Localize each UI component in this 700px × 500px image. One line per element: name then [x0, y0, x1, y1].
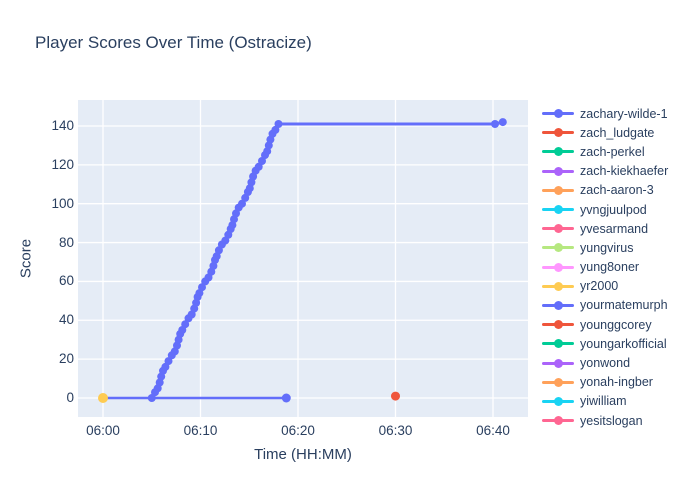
series-zachary-wilde-1 [147, 118, 507, 402]
legend-swatch-icon [542, 243, 574, 253]
y-tick-label: 140 [51, 117, 74, 133]
legend-label: younggcorey [580, 317, 652, 332]
legend-item-zach_ludgate[interactable]: zach_ludgate [542, 123, 700, 142]
chart-title: Player Scores Over Time (Ostracize) [35, 33, 312, 52]
legend-swatch-icon [542, 205, 574, 215]
legend-label: yonwond [580, 356, 631, 371]
legend-label: yesitslogan [580, 413, 643, 428]
series-yr2000 [98, 393, 108, 403]
legend-item-zach-perkel[interactable]: zach-perkel [542, 142, 700, 161]
legend-swatch-icon [542, 320, 574, 330]
legend-swatch-icon [542, 358, 574, 368]
legend-swatch-icon [542, 396, 574, 406]
legend-swatch-icon [542, 300, 574, 310]
legend-swatch-icon [542, 166, 574, 176]
legend-swatch-icon [542, 128, 574, 138]
legend-swatch-icon [542, 109, 574, 119]
legend-label: yonah-ingber [580, 375, 653, 390]
legend-label: yourmatemurph [580, 298, 668, 313]
y-tick-label: 60 [58, 273, 74, 289]
x-tick-label: 06:40 [476, 423, 510, 438]
legend-swatch-icon [542, 377, 574, 387]
legend-item-yonah-ingber[interactable]: yonah-ingber [542, 373, 700, 392]
x-tick-label: 06:20 [281, 423, 315, 438]
series-zach_ludgate [391, 391, 400, 401]
legend-item-zachary-wilde-1[interactable]: zachary-wilde-1 [542, 104, 700, 123]
legend-item-yesitslogan[interactable]: yesitslogan [542, 411, 700, 430]
legend-item-yvesarmand[interactable]: yvesarmand [542, 219, 700, 238]
legend-item-younggcorey[interactable]: younggcorey [542, 315, 700, 334]
x-axis-title: Time (HH:MM) [254, 446, 352, 463]
legend-swatch-icon [542, 262, 574, 272]
legend-item-yvngjuulpod[interactable]: yvngjuulpod [542, 200, 700, 219]
legend-item-zach-aaron-3[interactable]: zach-aaron-3 [542, 181, 700, 200]
y-tick-label: 0 [66, 390, 74, 405]
legend-label: zach_ludgate [580, 125, 655, 140]
chart-canvas [78, 100, 528, 417]
x-tick-label: 06:10 [183, 423, 218, 438]
legend-label: yvesarmand [580, 221, 649, 236]
x-tick-label: 06:00 [86, 423, 120, 438]
legend-label: zachary-wilde-1 [580, 106, 668, 121]
legend-item-zach-kiekhaefer[interactable]: zach-kiekhaefer [542, 162, 700, 181]
y-axis-title: Score [17, 238, 35, 279]
plot-area[interactable] [78, 100, 528, 417]
legend-item-yonwond[interactable]: yonwond [542, 353, 700, 372]
legend-swatch-icon [542, 147, 574, 157]
legend-swatch-icon [542, 281, 574, 291]
y-tick-label: 20 [58, 351, 74, 367]
y-tick-label: 80 [58, 234, 74, 250]
legend-label: zach-kiekhaefer [580, 164, 669, 179]
y-tick-label: 120 [51, 156, 74, 172]
legend-swatch-icon [542, 224, 574, 234]
y-tick-label: 40 [58, 312, 74, 328]
legend: zachary-wilde-1 zach_ludgate zach-perkel za… [542, 104, 700, 430]
legend-label: yungvirus [580, 240, 634, 255]
legend-swatch-icon [542, 339, 574, 349]
legend-label: zach-aaron-3 [580, 183, 654, 198]
legend-label: yiwilliam [580, 394, 627, 409]
series-yourmatemurph [98, 393, 291, 403]
legend-item-yr2000[interactable]: yr2000 [542, 277, 700, 296]
legend-label: yung8oner [580, 260, 640, 275]
legend-item-yungvirus[interactable]: yungvirus [542, 238, 700, 257]
legend-label: yr2000 [580, 279, 619, 294]
legend-label: zach-perkel [580, 144, 645, 159]
y-tick-label: 100 [51, 195, 74, 211]
legend-swatch-icon [542, 416, 574, 426]
legend-item-yourmatemurph[interactable]: yourmatemurph [542, 296, 700, 315]
legend-item-yung8oner[interactable]: yung8oner [542, 258, 700, 277]
legend-label: youngarkofficial [580, 336, 667, 351]
legend-label: yvngjuulpod [580, 202, 647, 217]
legend-swatch-icon [542, 185, 574, 195]
x-tick-label: 06:30 [378, 423, 413, 438]
legend-item-youngarkofficial[interactable]: youngarkofficial [542, 334, 700, 353]
legend-item-yiwilliam[interactable]: yiwilliam [542, 392, 700, 411]
